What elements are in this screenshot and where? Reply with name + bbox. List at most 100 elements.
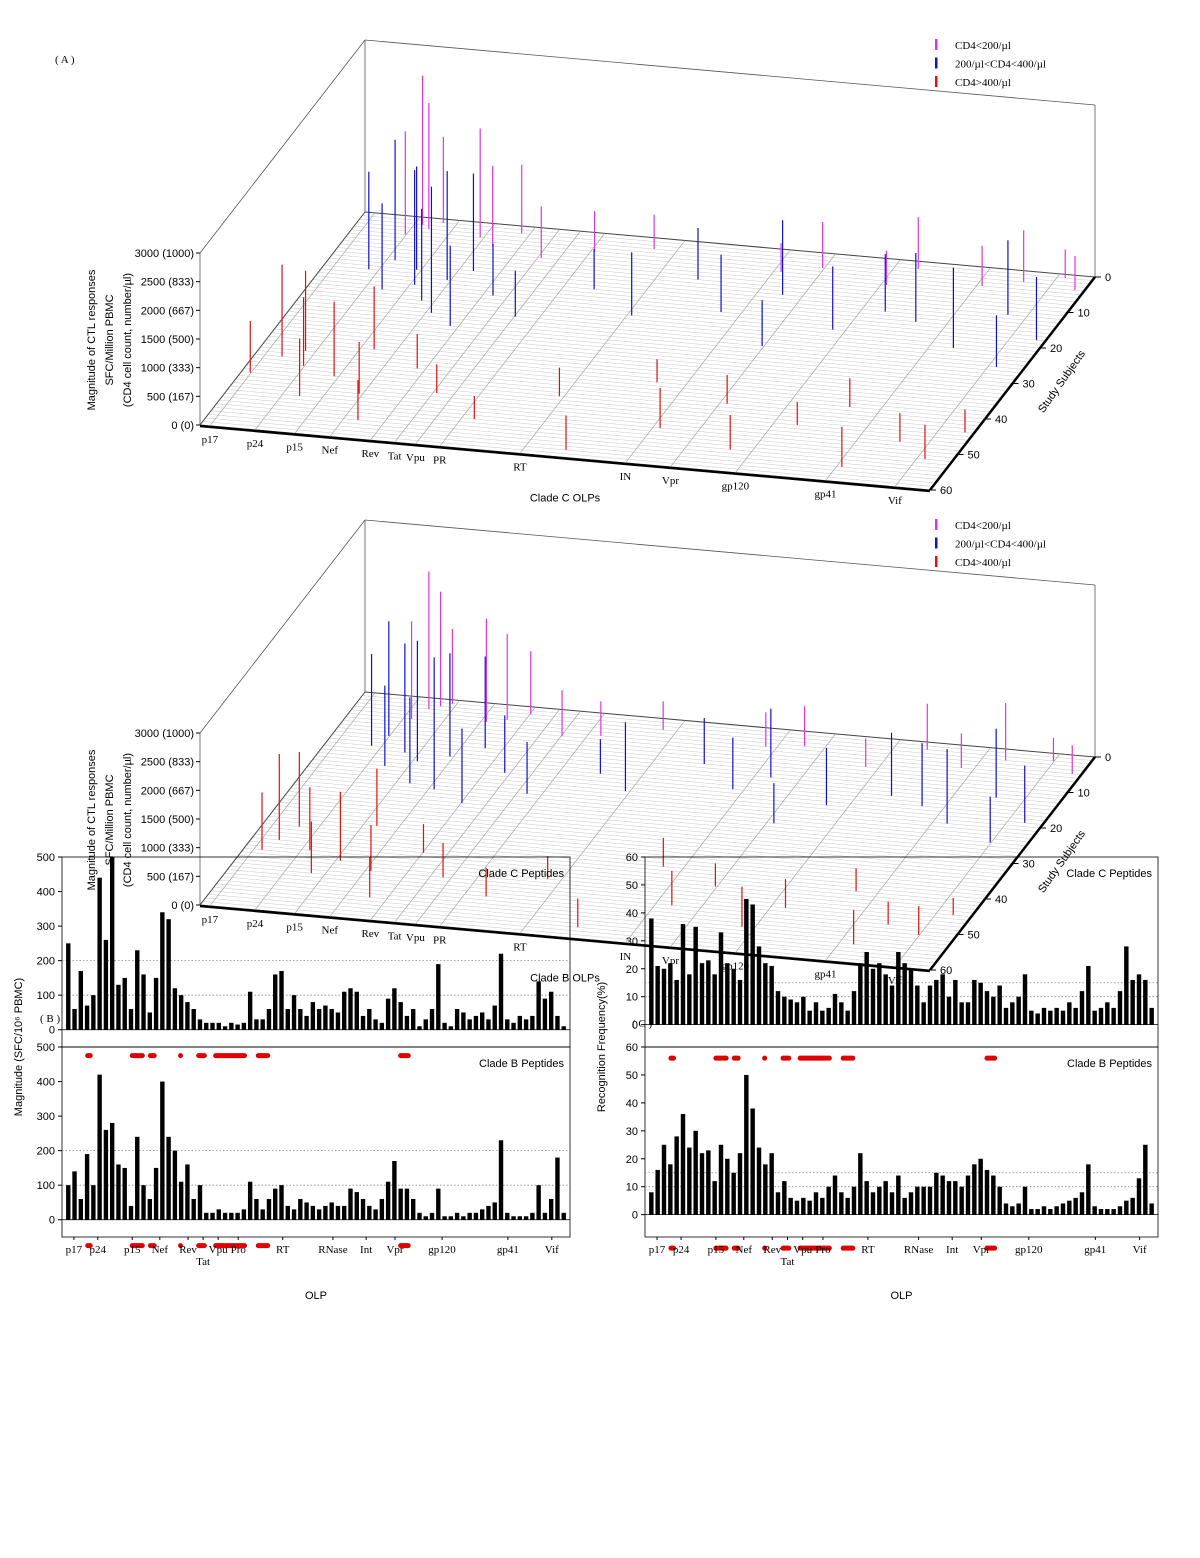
y-tick-label: 0 (0) <box>171 900 194 912</box>
floor-minor-line <box>224 872 955 939</box>
floor-minor-line <box>219 399 950 466</box>
bar <box>984 991 990 1025</box>
bar <box>1035 1013 1040 1025</box>
floor-minor-line <box>246 844 977 910</box>
floor-minor-line <box>301 773 1032 839</box>
bar <box>788 999 793 1025</box>
bar <box>498 1140 504 1220</box>
bar <box>1048 1209 1053 1215</box>
x-axis <box>199 904 931 973</box>
frame-edge <box>364 519 1096 586</box>
highlight-segment <box>147 1243 157 1249</box>
bar <box>801 996 806 1025</box>
bar <box>260 1019 265 1030</box>
bar <box>1117 991 1123 1025</box>
x-grid-line <box>370 706 536 921</box>
x-grid-line <box>415 230 581 445</box>
bar <box>91 1185 96 1220</box>
floor-minor-line <box>257 350 988 416</box>
bar <box>84 1154 90 1220</box>
bar <box>832 1175 838 1215</box>
x-grid-line <box>735 739 901 953</box>
bar <box>1086 1164 1091 1215</box>
floor-minor-line <box>230 865 961 932</box>
y-tick-label: 1500 (500) <box>141 334 194 346</box>
bar <box>561 1212 566 1220</box>
bar <box>737 1153 743 1215</box>
bar <box>725 963 730 1025</box>
bar <box>851 1186 857 1215</box>
highlight-segment <box>668 1055 677 1061</box>
floor-minor-line <box>348 233 1079 299</box>
floor-minor-line <box>334 250 1065 317</box>
bar <box>204 1022 209 1030</box>
floor-minor-line <box>216 883 947 949</box>
floor-minor-line <box>285 314 1016 381</box>
bar <box>699 1153 705 1215</box>
bar <box>661 968 667 1025</box>
x-tick-label: p24 <box>247 918 264 930</box>
bar <box>185 1002 190 1030</box>
floor-minor-line <box>219 879 950 946</box>
floor-minor-line <box>329 257 1060 324</box>
floor-minor-line <box>208 894 939 960</box>
floor-minor-line <box>210 410 942 477</box>
floor-minor-line <box>221 396 953 462</box>
bar <box>1010 1002 1015 1025</box>
bar <box>908 968 914 1025</box>
y-axis-title: Recognition Frequency(%) <box>596 982 608 1112</box>
floor-minor-line <box>213 407 944 473</box>
floor-minor-line <box>342 720 1074 786</box>
highlight-segment <box>713 1055 729 1061</box>
y-tick-label: 400 <box>37 887 55 899</box>
bar <box>1136 1178 1142 1215</box>
bar <box>674 1136 679 1215</box>
bar <box>972 979 977 1025</box>
y-tick-label: 0 (0) <box>171 420 194 432</box>
bar <box>467 1212 472 1220</box>
bar <box>725 1158 730 1215</box>
bar <box>661 1144 667 1215</box>
bar <box>718 1144 724 1215</box>
bar <box>1016 1203 1021 1215</box>
bar <box>266 1009 272 1030</box>
bar <box>191 1199 196 1220</box>
y-tick-label: 500 (167) <box>147 871 194 883</box>
floor-minor-line <box>254 833 986 900</box>
bar <box>166 919 171 1030</box>
panel-label: ( B ) <box>40 1013 61 1025</box>
floor-minor-line <box>334 730 1065 797</box>
bar <box>668 963 673 1025</box>
x-grid-line <box>294 220 460 434</box>
bar <box>417 1212 422 1220</box>
y-tick-label: 50 <box>626 1070 638 1082</box>
x-tick-label: Vif <box>888 495 902 507</box>
x-grid-line <box>370 226 536 441</box>
floor-minor-line <box>254 353 986 420</box>
panel-title: Clade B Peptides <box>1067 1058 1152 1070</box>
bar <box>511 1216 516 1220</box>
bar <box>1086 965 1091 1025</box>
floor-minor-line <box>340 243 1071 310</box>
bar <box>310 1002 316 1030</box>
floor-minor-line <box>282 798 1013 864</box>
bar <box>235 1024 240 1030</box>
bar <box>978 982 983 1025</box>
bar <box>109 857 115 1030</box>
bar <box>927 1186 933 1215</box>
highlight-segment <box>797 1055 832 1061</box>
z-tick-label: 60 <box>940 485 952 497</box>
bar <box>411 1009 416 1030</box>
y-axis-title: (CD4 cell count, number/µl) <box>122 753 134 887</box>
bar <box>241 1022 247 1030</box>
bar <box>902 1197 907 1215</box>
bar <box>555 1015 560 1030</box>
floor-minor-line <box>342 240 1074 306</box>
bar <box>1124 946 1129 1025</box>
bar <box>329 1009 334 1030</box>
floor-minor-line <box>252 357 983 423</box>
z-tick-label: 50 <box>968 930 980 942</box>
bar <box>782 1181 787 1215</box>
z-tick-label: 30 <box>1023 379 1035 391</box>
z-tick-label: 10 <box>1078 308 1090 320</box>
